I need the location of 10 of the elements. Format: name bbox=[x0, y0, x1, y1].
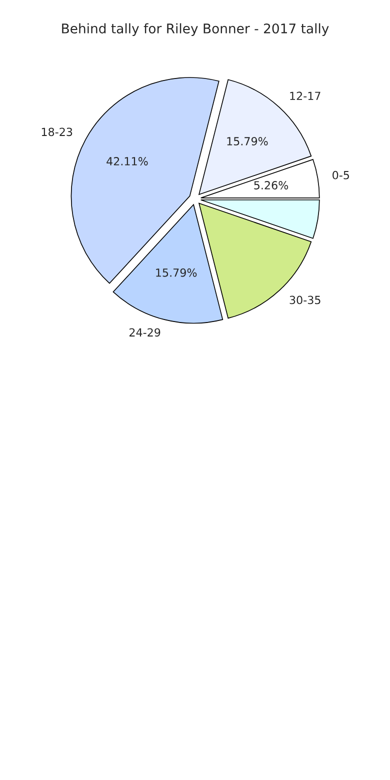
data-label: 5.26% bbox=[254, 181, 288, 190]
chart-title: Behind tally for Riley Bonner - 2017 tally bbox=[62, 23, 329, 36]
slice-label: 12-17 bbox=[290, 92, 320, 100]
data-label: 42.11% bbox=[106, 157, 148, 166]
slice-label: 24-29 bbox=[129, 328, 160, 337]
slice-label: 30-35 bbox=[290, 296, 320, 304]
slice-label: 18-23 bbox=[42, 128, 72, 136]
data-label: 15.79% bbox=[156, 268, 197, 277]
data-label: 15.79% bbox=[227, 137, 268, 146]
slice-label: 0-5 bbox=[332, 170, 350, 180]
